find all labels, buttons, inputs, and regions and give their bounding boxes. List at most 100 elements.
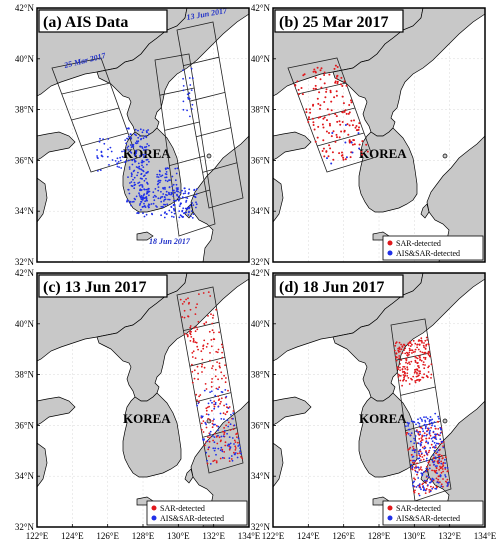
ais-point bbox=[130, 146, 133, 149]
ais-sar-detection-point bbox=[432, 478, 435, 481]
ais-point bbox=[124, 160, 127, 163]
sar-detection-point bbox=[191, 356, 194, 358]
sar-detection-point bbox=[309, 108, 311, 111]
sar-detection-point bbox=[406, 354, 408, 356]
sar-detection-point bbox=[404, 357, 407, 360]
sar-detection-point bbox=[294, 84, 297, 87]
ais-sar-detection-point bbox=[230, 455, 233, 457]
sar-detection-point bbox=[194, 341, 197, 344]
legend-label: SAR-detected bbox=[396, 504, 441, 513]
sar-detection-point bbox=[435, 466, 438, 469]
sar-detection-point bbox=[427, 371, 430, 373]
sar-detection-point bbox=[218, 386, 221, 389]
ais-sar-detection-point bbox=[419, 443, 422, 446]
sar-detection-point bbox=[404, 368, 407, 370]
sar-detection-point bbox=[424, 348, 427, 350]
ais-point bbox=[189, 84, 192, 86]
sar-detection-point bbox=[192, 327, 195, 329]
sar-detection-point bbox=[419, 350, 422, 353]
ais-point bbox=[156, 183, 159, 186]
ais-point bbox=[140, 137, 143, 140]
sar-detection-point bbox=[223, 457, 226, 459]
ais-point bbox=[129, 201, 132, 203]
ais-point bbox=[133, 176, 136, 179]
sar-detection-point bbox=[404, 347, 407, 350]
ais-point bbox=[184, 207, 187, 210]
sar-swath-divider bbox=[400, 386, 436, 396]
ais-point bbox=[171, 193, 173, 195]
sar-detection-point bbox=[358, 143, 361, 146]
sar-detection-point bbox=[348, 124, 351, 127]
sar-detection-point bbox=[334, 80, 337, 83]
sar-detection-point bbox=[217, 348, 220, 351]
sar-detection-point bbox=[185, 298, 188, 301]
ais-sar-detection-point bbox=[441, 441, 443, 443]
sar-detection-point bbox=[341, 111, 344, 114]
sar-detection-point bbox=[225, 377, 227, 379]
ais-sar-detection-point bbox=[433, 436, 436, 438]
sar-detection-point bbox=[412, 351, 415, 353]
sar-detection-point bbox=[419, 370, 421, 373]
ais-point bbox=[128, 192, 131, 195]
sar-detection-point bbox=[340, 83, 342, 86]
sar-detection-point bbox=[192, 337, 195, 340]
lon-tick-label: 130°E bbox=[403, 531, 426, 541]
ais-point bbox=[170, 205, 173, 208]
ais-sar-detection-point bbox=[412, 484, 414, 487]
ais-sar-detection-point bbox=[408, 422, 410, 424]
sar-detection-point bbox=[402, 379, 404, 382]
sar-detection-point bbox=[427, 461, 430, 464]
ais-sar-detection-point bbox=[221, 456, 224, 459]
sar-detection-point bbox=[406, 362, 409, 365]
ais-sar-detection-point bbox=[211, 401, 213, 404]
sar-detection-point bbox=[401, 352, 404, 354]
ais-point bbox=[157, 197, 160, 200]
ais-point bbox=[190, 67, 193, 70]
ais-sar-detection-point bbox=[196, 404, 199, 407]
ais-point bbox=[99, 169, 102, 172]
ais-sar-detection-point bbox=[409, 434, 412, 437]
sar-detection-point bbox=[323, 116, 326, 119]
ais-sar-detection-point bbox=[406, 421, 409, 424]
sar-detection-point bbox=[194, 330, 197, 333]
ais-sar-detection-point bbox=[205, 451, 208, 454]
sar-detection-point bbox=[236, 436, 238, 438]
sar-detection-point bbox=[193, 369, 196, 372]
sar-detection-point bbox=[215, 387, 218, 390]
panel-frame bbox=[272, 7, 486, 263]
ais-point bbox=[142, 153, 145, 156]
ais-sar-detection-point bbox=[436, 465, 438, 467]
ais-point bbox=[135, 195, 138, 198]
sar-detection-point bbox=[221, 351, 224, 354]
sar-swath-outline bbox=[390, 318, 452, 502]
ais-sar-detection-point bbox=[434, 447, 436, 449]
ais-point bbox=[116, 163, 118, 165]
sar-detection-point bbox=[343, 110, 346, 113]
legend-label: AIS&SAR-detected bbox=[160, 514, 224, 523]
ais-sar-detection-point bbox=[435, 442, 438, 445]
sar-detection-point bbox=[416, 371, 418, 374]
ais-point bbox=[145, 172, 148, 175]
sar-detection-point bbox=[350, 101, 353, 104]
ais-sar-detection-point bbox=[444, 458, 446, 461]
ais-point bbox=[130, 137, 133, 140]
legend-sar-marker bbox=[387, 505, 393, 511]
ais-sar-detection-point bbox=[217, 405, 220, 408]
ais-point bbox=[189, 204, 192, 207]
ais-sar-detection-point bbox=[421, 420, 423, 422]
ais-sar-detection-point bbox=[407, 425, 409, 427]
sar-detection-point bbox=[366, 150, 369, 153]
sar-detection-point bbox=[421, 446, 424, 449]
sar-detection-point bbox=[419, 354, 421, 357]
ais-sar-detection-point bbox=[418, 425, 421, 427]
sar-detection-point bbox=[196, 399, 198, 402]
sar-detection-point bbox=[425, 466, 428, 468]
sar-detection-point bbox=[234, 445, 237, 448]
sar-detection-point bbox=[200, 428, 203, 431]
lat-tick-label: 36°N bbox=[15, 155, 35, 165]
lat-tick-label: 42°N bbox=[251, 268, 271, 278]
ais-sar-detection-point bbox=[431, 479, 433, 481]
sar-detection-point bbox=[183, 333, 186, 335]
